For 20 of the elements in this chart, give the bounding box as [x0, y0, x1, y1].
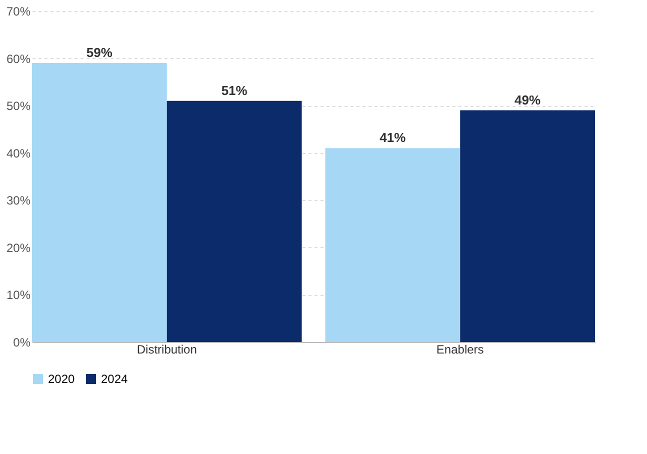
bar — [166, 100, 302, 342]
y-tick-label: 30% — [6, 194, 31, 208]
data-label: 49% — [514, 92, 541, 108]
data-label: 41% — [380, 130, 406, 146]
y-tick-label: 70% — [6, 4, 31, 18]
y-tick-label: 0% — [13, 336, 31, 350]
x-tick-label: Distribution — [136, 342, 197, 356]
legend-label: 2024 — [101, 372, 128, 386]
y-tick-label: 50% — [6, 99, 31, 114]
x-tick-label: Enablers — [436, 342, 484, 356]
data-label: 59% — [86, 45, 113, 60]
legend-label: 2020 — [48, 372, 76, 386]
y-tick-label: 10% — [6, 288, 31, 302]
bar — [32, 63, 167, 342]
bar — [460, 110, 595, 342]
y-tick-label: 20% — [6, 240, 31, 255]
bar — [325, 148, 460, 342]
y-tick-label: 60% — [6, 52, 31, 66]
y-tick-label: 40% — [6, 146, 31, 160]
data-label: 51% — [221, 82, 248, 98]
